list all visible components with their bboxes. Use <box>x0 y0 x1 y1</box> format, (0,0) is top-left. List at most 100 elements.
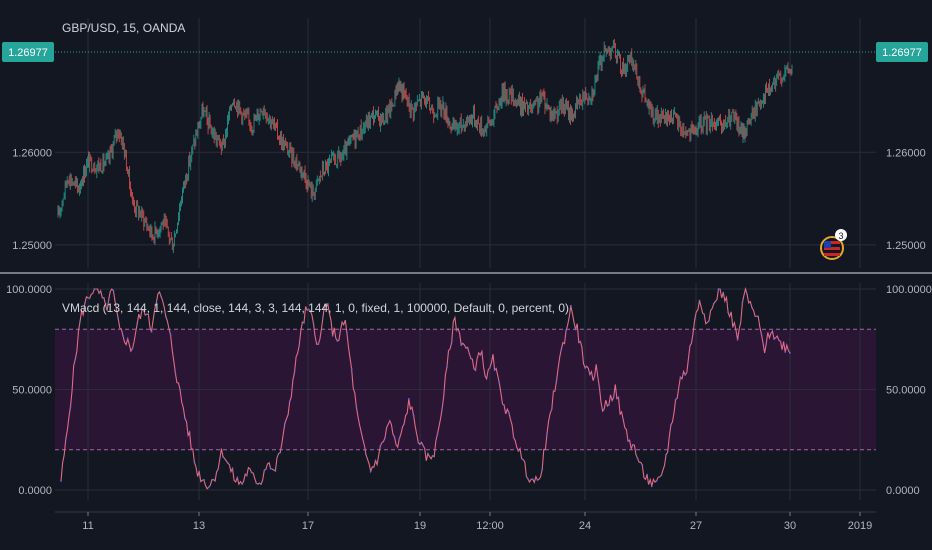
oscillator-point <box>393 436 396 439</box>
oscillator-point <box>69 405 72 408</box>
oscillator-point <box>517 450 520 452</box>
oscillator-point <box>226 462 229 464</box>
oscillator-point <box>250 471 253 474</box>
oscillator-point <box>83 302 86 305</box>
oscillator-point <box>403 423 405 425</box>
oscillator-point <box>641 464 644 466</box>
oscillator-point <box>541 468 544 471</box>
oscillator-point <box>217 468 220 470</box>
oscillator-point <box>374 459 377 462</box>
us-flag-icon[interactable]: 3 <box>820 229 847 260</box>
oscillator-line <box>60 286 791 490</box>
oscillator-point <box>584 366 587 369</box>
oscillator-point <box>622 418 625 421</box>
oscillator-point <box>274 470 277 472</box>
oscillator-point <box>341 321 344 324</box>
oscillator-tick-label: 0.0000 <box>18 485 52 497</box>
oscillator-point <box>188 431 191 433</box>
oscillator-point <box>317 343 320 346</box>
oscillator-point <box>141 308 143 311</box>
oscillator-point <box>207 486 210 489</box>
oscillator-point <box>760 333 763 336</box>
oscillator-point <box>674 398 677 401</box>
oscillator-point <box>689 345 691 348</box>
oscillator-point <box>484 374 486 377</box>
oscillator-point <box>160 295 162 298</box>
oscillator-point <box>565 329 567 332</box>
oscillator-point <box>102 297 105 299</box>
price-axis-right[interactable]: 1.26000 1.25000 <box>886 147 926 252</box>
oscillator-point <box>212 478 215 481</box>
oscillator-point <box>436 433 439 436</box>
oscillator-point <box>569 304 572 307</box>
oscillator-point <box>650 485 653 488</box>
oscillator-point <box>646 473 648 476</box>
oscillator-point <box>360 431 363 433</box>
oscillator-point <box>255 482 258 485</box>
oscillator-point <box>546 433 548 435</box>
oscillator-axis-right[interactable]: 100.0000 50.0000 0.0000 <box>886 284 932 497</box>
oscillator-point <box>469 357 472 360</box>
price-axis-left: 1.26000 1.25000 <box>12 147 52 252</box>
time-axis[interactable]: 11 13 17 19 12:00 24 27 30 2019 <box>82 512 872 532</box>
oscillator-point <box>264 468 267 471</box>
oscillator-point <box>479 354 482 356</box>
oscillator-point <box>422 444 425 447</box>
event-count-badge <box>835 229 847 241</box>
oscillator-point <box>498 382 501 385</box>
oscillator-title[interactable]: VMacd (13, 144, 1, 144, close, 144, 3, 3… <box>62 301 569 315</box>
oscillator-point <box>303 321 305 324</box>
oscillator-point <box>279 451 282 454</box>
oscillator-point <box>617 396 620 399</box>
last-price-label-left: 1.26977 <box>8 47 48 59</box>
oscillator-axis-left: 100.0000 50.0000 0.0000 <box>6 284 52 497</box>
oscillator-point <box>384 436 386 439</box>
time-tick-label: 11 <box>82 520 93 532</box>
oscillator-point <box>560 348 563 351</box>
oscillator-point <box>636 457 639 460</box>
last-price-label-right: 1.26977 <box>882 47 922 59</box>
oscillator-pane[interactable]: 100.0000 50.0000 0.0000 100.0000 50.0000 0.0… <box>6 283 932 500</box>
last-price-badge-left: 1.26977 <box>2 42 54 62</box>
oscillator-point <box>655 479 658 482</box>
oscillator-point <box>307 308 310 311</box>
oscillator-point <box>60 480 62 482</box>
oscillator-point <box>350 367 353 370</box>
oscillator-point <box>665 453 668 456</box>
oscillator-point <box>407 398 410 400</box>
oscillator-point <box>355 406 358 408</box>
price-tick-label: 1.26000 <box>886 147 926 159</box>
oscillator-point <box>460 344 463 347</box>
oscillator-point <box>784 351 787 353</box>
price-pane[interactable]: 1.26000 1.25000 1.26000 1.25000 1.26977 1.… <box>2 18 928 268</box>
oscillator-tick-label: 50.0000 <box>886 384 926 396</box>
oscillator-point <box>536 479 539 481</box>
oscillator-point <box>455 329 458 332</box>
oscillator-point <box>493 369 496 372</box>
oscillator-point <box>169 334 172 336</box>
oscillator-point <box>555 380 558 382</box>
price-pane-title[interactable]: GBP/USD, 15, OANDA <box>62 21 185 35</box>
oscillator-point <box>174 372 177 374</box>
oscillator-point <box>126 337 129 340</box>
oscillator-point <box>503 404 506 407</box>
oscillator-point <box>365 453 367 456</box>
time-tick-label: 27 <box>690 520 702 532</box>
oscillator-point <box>550 408 553 411</box>
oscillator-point <box>107 299 110 302</box>
oscillator-point <box>93 288 96 290</box>
oscillator-point <box>269 467 272 470</box>
oscillator-point <box>774 336 777 339</box>
oscillator-point <box>284 422 286 425</box>
oscillator-point <box>331 334 334 337</box>
oscillator-point <box>474 369 477 372</box>
oscillator-point <box>507 411 510 414</box>
oscillator-point <box>679 376 682 379</box>
oscillator-point <box>155 302 158 305</box>
oscillator-point <box>631 443 634 446</box>
oscillator-point <box>755 315 758 318</box>
oscillator-point <box>698 299 701 302</box>
oscillator-point <box>122 334 124 337</box>
oscillator-point <box>112 289 115 292</box>
